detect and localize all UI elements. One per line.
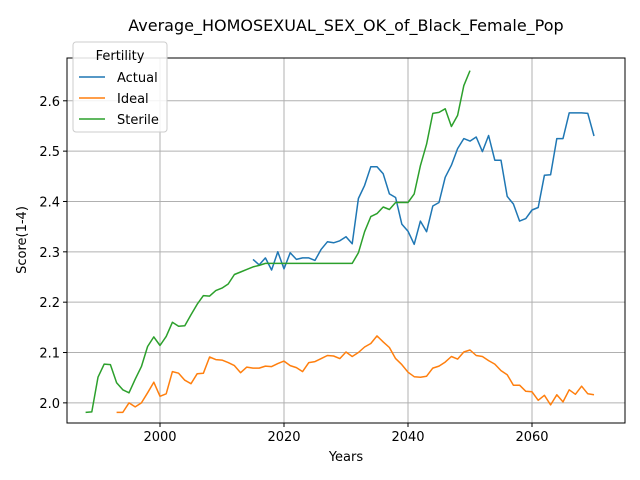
y-tick-label: 2.5 — [39, 145, 60, 160]
grid-lines — [67, 58, 625, 423]
series-line-sterile — [85, 70, 471, 414]
y-tick-label: 2.3 — [39, 246, 60, 261]
legend-entries: Actual Ideal Sterile — [79, 71, 159, 128]
x-tick-label: 2020 — [267, 430, 300, 445]
chart-title: Average_HOMOSEXUAL_SEX_OK_of_Black_Femal… — [128, 16, 563, 36]
series-lines — [85, 70, 595, 414]
x-tick-label: 2040 — [391, 430, 424, 445]
series-line-ideal — [116, 335, 595, 414]
y-tick-label: 2.4 — [39, 195, 60, 210]
axis-ticks: 2000 2020 2040 2060 2.0 2.1 2.2 2.3 2.4 2.5 2.6 — [39, 95, 548, 445]
plot-frame — [66, 57, 626, 424]
y-axis-label: Score(1-4) — [15, 206, 30, 274]
x-axis-label: Years — [328, 450, 364, 465]
y-tick-label: 2.1 — [39, 347, 60, 362]
legend-box — [72, 41, 168, 133]
legend-label-ideal: Ideal — [117, 92, 149, 107]
x-tick-label: 2000 — [143, 430, 176, 445]
series-line-actual — [252, 112, 595, 271]
x-tick-label: 2060 — [515, 430, 548, 445]
y-tick-label: 2.0 — [39, 397, 60, 412]
legend: Fertility Actual Ideal Sterile — [72, 41, 168, 133]
legend-label-sterile: Sterile — [117, 113, 159, 128]
legend-label-actual: Actual — [117, 71, 158, 86]
y-tick-label: 2.6 — [39, 95, 60, 110]
y-tick-label: 2.2 — [39, 296, 60, 311]
legend-title: Fertility — [96, 49, 145, 64]
